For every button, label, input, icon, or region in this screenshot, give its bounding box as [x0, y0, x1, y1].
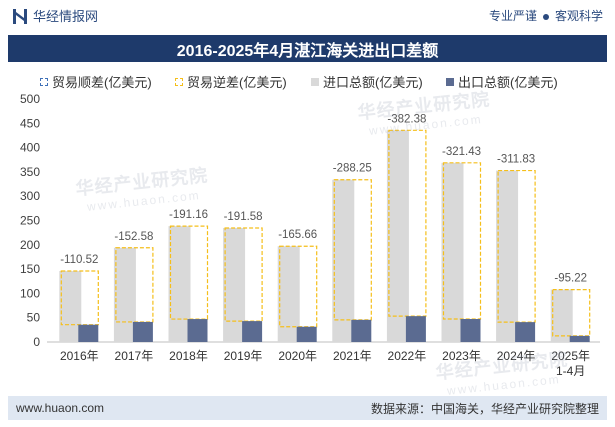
import-bar	[113, 247, 136, 342]
slogan-left: 专业严谨	[488, 9, 537, 23]
legend-item-deficit: 贸易逆差(亿美元)	[175, 73, 287, 90]
x-tick-label: 2016年	[59, 349, 99, 363]
x-tick-label: 2019年	[223, 349, 263, 363]
legend-label-deficit: 贸易逆差(亿美元)	[187, 75, 287, 90]
export-bar	[187, 319, 208, 342]
deficit-data-label: -191.16	[169, 209, 208, 221]
x-tick-label: 2017年	[114, 349, 154, 363]
x-tick-label: 2020年	[278, 349, 318, 363]
x-tick-label: 2025年 1-4月	[551, 349, 591, 378]
y-tick-label: 350	[20, 165, 40, 179]
deficit-bar	[497, 169, 536, 323]
export-bar	[460, 319, 481, 342]
x-tick-label: 2024年	[496, 349, 536, 363]
footer: www.huaon.com 数据来源：中国海关，华经产业研究院整理	[8, 396, 607, 420]
y-tick-label: 100	[20, 286, 40, 300]
legend-item-export: 出口总额(亿美元)	[446, 73, 558, 90]
brand-name: 华经情报网	[33, 9, 99, 24]
deficit-data-label: -152.58	[114, 231, 153, 243]
import-bar	[332, 179, 355, 342]
y-tick-label: 500	[20, 92, 40, 106]
deficit-data-label: -382.38	[387, 113, 426, 125]
legend-swatch-surplus	[40, 77, 48, 86]
deficit-bar	[224, 227, 263, 322]
y-tick-label: 300	[20, 189, 40, 203]
deficit-data-label: -165.66	[278, 229, 317, 241]
legend-label-export: 出口总额(亿美元)	[458, 75, 558, 90]
import-bar	[223, 227, 246, 342]
separator-dot-icon	[542, 13, 549, 20]
import-bar	[496, 170, 519, 342]
import-bar	[386, 130, 409, 342]
deficit-bar	[279, 245, 318, 328]
deficit-bar	[552, 288, 591, 337]
deficit-data-label: -95.22	[554, 273, 587, 285]
legend-item-import: 进口总额(亿美元)	[311, 73, 423, 90]
import-bar	[441, 162, 464, 342]
y-tick-label: 250	[20, 214, 40, 228]
footer-website-link[interactable]: www.huaon.com	[16, 401, 105, 415]
chart-legend: 贸易顺差(亿美元) 贸易逆差(亿美元) 进口总额(亿美元) 出口总额(亿美元)	[0, 73, 615, 90]
y-tick-label: 150	[20, 262, 40, 276]
slogan-right: 客观科学	[554, 9, 603, 23]
y-tick-label: 450	[20, 116, 40, 130]
export-bar	[242, 321, 263, 342]
export-bar	[405, 316, 426, 342]
import-bar	[168, 226, 191, 342]
deficit-data-label: -321.43	[442, 146, 481, 158]
export-bar	[569, 335, 590, 342]
x-axis-labels: 2016年 2017年 2018年 2019年 2020年 2021年 2022年 2023年…	[0, 349, 615, 383]
legend-swatch-import	[311, 77, 319, 86]
deficit-bar	[115, 247, 154, 323]
y-tick-label: 400	[20, 141, 40, 155]
deficit-data-label: -110.52	[60, 254, 98, 266]
title-bar: 2016-2025年4月湛江海关进出口差额	[8, 35, 607, 62]
export-bar	[515, 322, 536, 342]
y-tick-label: 200	[20, 238, 40, 252]
x-tick-label: 2018年	[169, 349, 208, 363]
export-bar	[351, 319, 372, 342]
import-bar	[59, 270, 82, 342]
x-tick-label: 2021年	[332, 349, 372, 363]
chart-plot-area: 0 50 100 150 200 250 300 350 400 450 500 -110.52 -15…	[20, 92, 600, 349]
legend-label-import: 进口总额(亿美元)	[323, 75, 423, 90]
legend-swatch-export	[446, 77, 454, 86]
legend-swatch-deficit	[175, 77, 183, 86]
chart-title: 2016-2025年4月湛江海关进出口差额	[176, 42, 439, 60]
x-tick-label: 2023年	[442, 349, 481, 363]
y-tick-label: 0	[33, 335, 40, 349]
footer-source: 数据来源：中国海关，华经产业研究院整理	[370, 401, 599, 416]
deficit-bar	[333, 179, 372, 321]
header: 华经情报网 专业严谨 客观科学	[0, 0, 615, 32]
import-bar	[550, 289, 573, 342]
legend-item-surplus: 贸易顺差(亿美元)	[40, 73, 152, 90]
export-bar	[132, 321, 153, 342]
x-tick-label: 2022年	[387, 349, 427, 363]
legend-label-surplus: 贸易顺差(亿美元)	[52, 75, 152, 90]
deficit-data-label: -191.58	[224, 211, 263, 223]
logo-icon	[13, 9, 27, 24]
deficit-data-label: -288.25	[333, 163, 372, 175]
export-bar	[296, 326, 317, 342]
deficit-data-label: -311.83	[497, 154, 535, 166]
y-tick-label: 50	[27, 311, 41, 325]
deficit-bar	[169, 225, 209, 320]
import-bar	[277, 246, 300, 342]
slogan: 专业严谨 客观科学	[489, 8, 603, 25]
export-bar	[78, 324, 99, 342]
